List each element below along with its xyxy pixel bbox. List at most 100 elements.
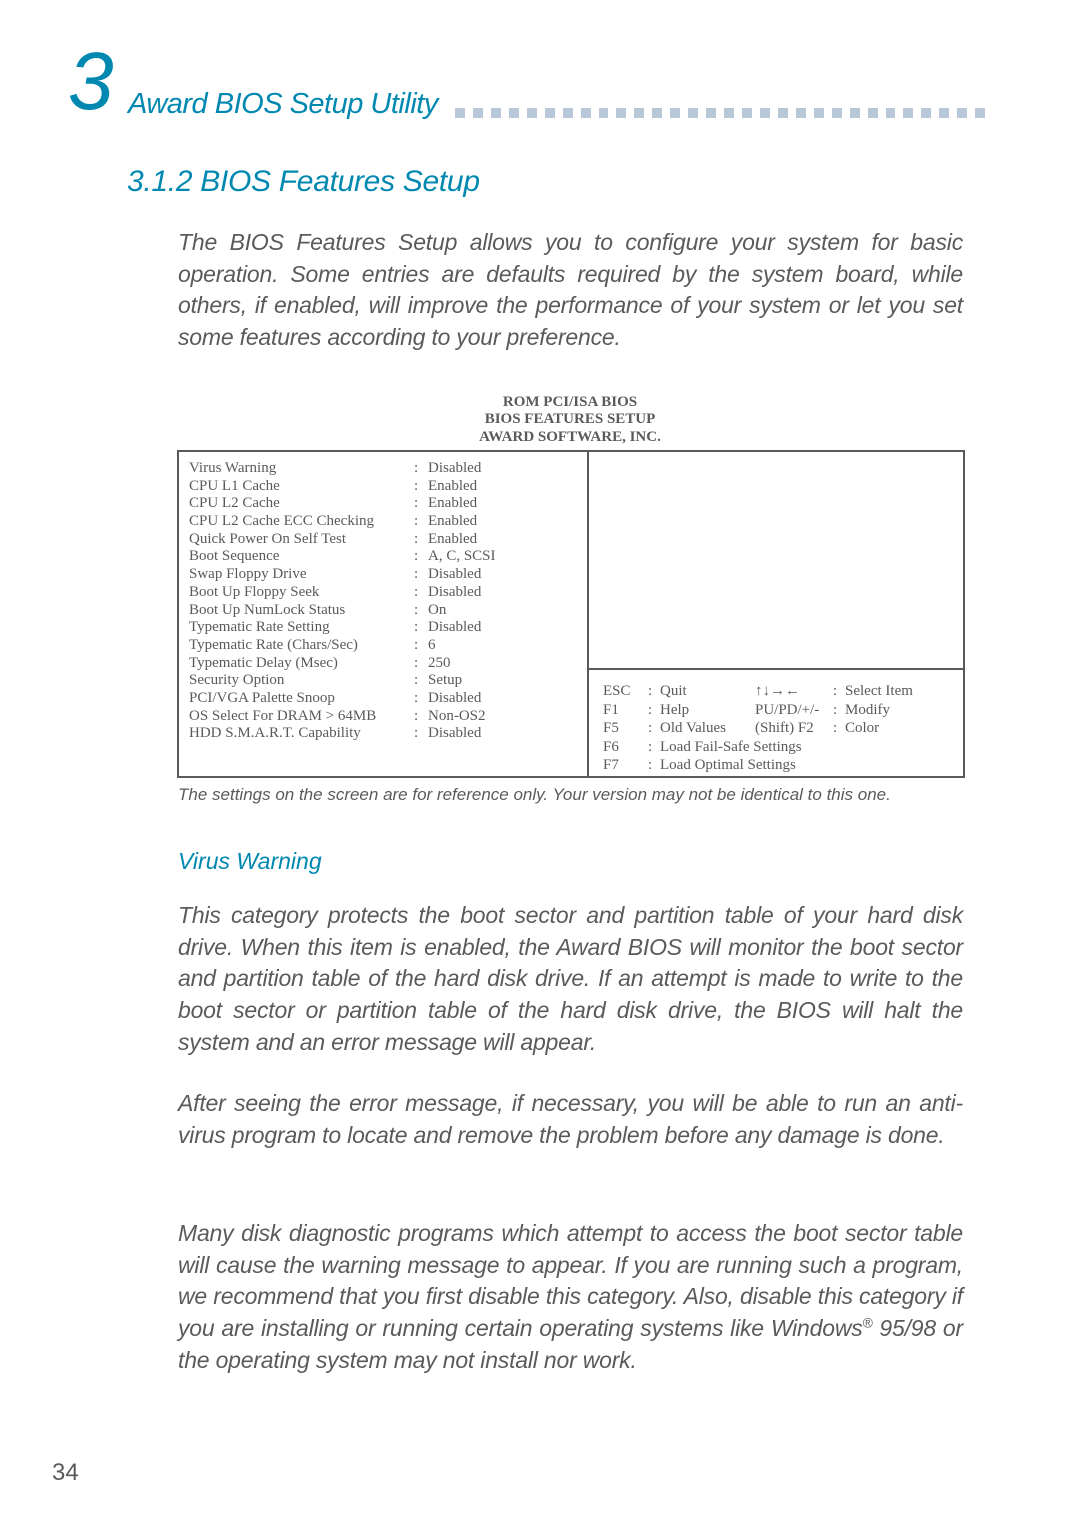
setting-label: Typematic Rate Setting (189, 619, 414, 637)
bios-setting-row: Typematic Delay (Msec):250 (189, 655, 569, 673)
setting-colon: : (414, 725, 428, 743)
bios-setting-row: Typematic Rate (Chars/Sec):6 (189, 637, 569, 655)
setting-label: Boot Sequence (189, 548, 414, 566)
help-key: ESC (603, 682, 648, 701)
setting-label: Quick Power On Self Test (189, 531, 414, 549)
setting-value: Enabled (428, 495, 569, 513)
setting-value: Disabled (428, 584, 569, 602)
bios-setting-row: Security Option:Setup (189, 672, 569, 690)
help-mid: ↑↓→← (755, 682, 833, 701)
setting-value: Disabled (428, 566, 569, 584)
bios-setting-row: CPU L2 Cache:Enabled (189, 495, 569, 513)
bios-setting-row: CPU L2 Cache ECC Checking:Enabled (189, 513, 569, 531)
help-key: F7 (603, 756, 648, 775)
setting-value: Enabled (428, 531, 569, 549)
bios-setting-row: Boot Sequence:A, C, SCSI (189, 548, 569, 566)
help-colon: : (833, 682, 845, 701)
bios-setting-row: Quick Power On Self Test:Enabled (189, 531, 569, 549)
setting-value: Disabled (428, 725, 569, 743)
setting-label: Security Option (189, 672, 414, 690)
bios-screen-box: Virus Warning:DisabledCPU L1 Cache:Enabl… (177, 450, 965, 778)
help-colon: : (833, 701, 845, 720)
para3-part-a: Many disk diagnostic programs which atte… (178, 1220, 963, 1341)
setting-colon: : (414, 619, 428, 637)
setting-label: Typematic Rate (Chars/Sec) (189, 637, 414, 655)
setting-colon: : (414, 531, 428, 549)
chapter-title: Award BIOS Setup Utility (128, 88, 438, 121)
help-label: Load Optimal Settings (660, 756, 796, 775)
bios-help-panel: ESC : Quit ↑↓→← : Select Item F1 : Help … (603, 682, 953, 775)
setting-label: PCI/VGA Palette Snoop (189, 690, 414, 708)
help-colon: : (648, 756, 660, 775)
body-paragraph-3: Many disk diagnostic programs which atte… (178, 1218, 963, 1377)
setting-label: CPU L2 Cache (189, 495, 414, 513)
help-key: F5 (603, 719, 648, 738)
setting-colon: : (414, 708, 428, 726)
help-val: Color (845, 719, 953, 738)
help-colon: : (648, 701, 660, 720)
setting-colon: : (414, 460, 428, 478)
help-row-f7: F7 : Load Optimal Settings (603, 756, 953, 775)
setting-value: A, C, SCSI (428, 548, 569, 566)
bios-setting-row: CPU L1 Cache:Enabled (189, 478, 569, 496)
help-colon: : (648, 682, 660, 701)
setting-colon: : (414, 566, 428, 584)
setting-value: Disabled (428, 619, 569, 637)
bios-vertical-divider (587, 452, 589, 776)
help-key: F1 (603, 701, 648, 720)
help-label: Old Values (660, 719, 755, 738)
chapter-number: 3 (68, 35, 114, 129)
setting-value: 6 (428, 637, 569, 655)
bios-setting-row: Virus Warning:Disabled (189, 460, 569, 478)
registered-mark: ® (863, 1316, 873, 1331)
bios-title-line3: AWARD SOFTWARE, INC. (479, 429, 661, 445)
setting-colon: : (414, 672, 428, 690)
bios-setting-row: HDD S.M.A.R.T. Capability:Disabled (189, 725, 569, 743)
setting-colon: : (414, 513, 428, 531)
setting-colon: : (414, 495, 428, 513)
setting-value: On (428, 602, 569, 620)
help-mid: PU/PD/+/- (755, 701, 833, 720)
setting-label: Typematic Delay (Msec) (189, 655, 414, 673)
bios-setting-row: PCI/VGA Palette Snoop:Disabled (189, 690, 569, 708)
bios-setting-row: Typematic Rate Setting:Disabled (189, 619, 569, 637)
bios-setting-row: Swap Floppy Drive:Disabled (189, 566, 569, 584)
setting-colon: : (414, 655, 428, 673)
setting-colon: : (414, 478, 428, 496)
help-val: Select Item (845, 682, 953, 701)
setting-value: Enabled (428, 478, 569, 496)
dotted-decoration (455, 108, 985, 118)
bios-title-line1: ROM PCI/ISA BIOS (503, 394, 637, 410)
setting-label: OS Select For DRAM > 64MB (189, 708, 414, 726)
bios-horizontal-divider (587, 668, 964, 670)
screenshot-caption: The settings on the screen are for refer… (178, 784, 963, 805)
setting-label: CPU L2 Cache ECC Checking (189, 513, 414, 531)
setting-label: Virus Warning (189, 460, 414, 478)
subheading-virus-warning: Virus Warning (178, 848, 322, 875)
setting-colon: : (414, 637, 428, 655)
intro-paragraph: The BIOS Features Setup allows you to co… (178, 227, 963, 354)
help-label: Quit (660, 682, 755, 701)
body-paragraph-2: After seeing the error message, if neces… (178, 1088, 963, 1151)
help-label: Load Fail-Safe Settings (660, 738, 802, 757)
setting-label: HDD S.M.A.R.T. Capability (189, 725, 414, 743)
setting-value: Non-OS2 (428, 708, 569, 726)
setting-value: Enabled (428, 513, 569, 531)
help-colon: : (833, 719, 845, 738)
setting-label: CPU L1 Cache (189, 478, 414, 496)
setting-label: Boot Up NumLock Status (189, 602, 414, 620)
setting-value: Setup (428, 672, 569, 690)
setting-value: 250 (428, 655, 569, 673)
help-label: Help (660, 701, 755, 720)
bios-screen-title: ROM PCI/ISA BIOS BIOS FEATURES SETUP AWA… (400, 394, 740, 446)
help-colon: : (648, 738, 660, 757)
help-colon: : (648, 719, 660, 738)
body-paragraph-1: This category protects the boot sector a… (178, 900, 963, 1059)
help-val: Modify (845, 701, 953, 720)
section-heading: 3.1.2 BIOS Features Setup (127, 165, 480, 199)
setting-value: Disabled (428, 690, 569, 708)
setting-colon: : (414, 690, 428, 708)
help-row-esc: ESC : Quit ↑↓→← : Select Item (603, 682, 953, 701)
setting-colon: : (414, 584, 428, 602)
setting-colon: : (414, 548, 428, 566)
